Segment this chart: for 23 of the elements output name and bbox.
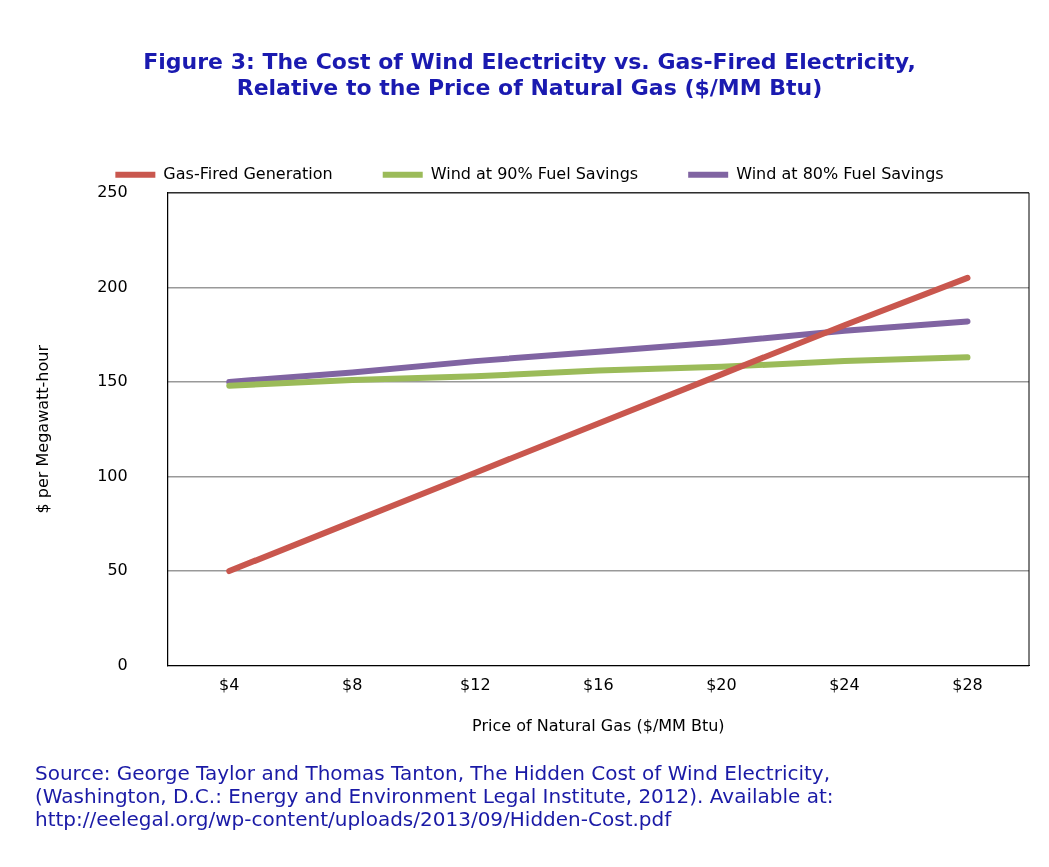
text: Relative to the Price of Natural Gas ($/MM Btu): [236, 75, 823, 101]
text: Figure 3: The Cost of Wind Electricity vs. Gas-Fired Electricity,: [143, 48, 916, 74]
x-tick-label: $24: [829, 675, 860, 695]
x-tick-label: $8: [342, 675, 363, 695]
y-tick-label: 50: [107, 560, 128, 580]
y-tick-label: 200: [97, 276, 128, 296]
legend-label: Gas-Fired Generation: [163, 163, 333, 183]
text: (Washington, D.C.: Energy and Environment Legal Institute, 2012). Available at:: [35, 784, 834, 808]
legend-label: Wind at 90% Fuel Savings: [430, 163, 639, 183]
x-tick-label: $28: [952, 675, 983, 695]
x-tick-label: $20: [706, 675, 737, 695]
x-tick-label: $12: [460, 675, 491, 695]
y-axis-title: $ per Megawatt-hour: [32, 344, 52, 514]
y-tick-label: 150: [97, 371, 128, 391]
x-tick-label: $4: [219, 675, 240, 695]
y-tick-label: 0: [117, 654, 128, 674]
text: http://eelegal.org/wp-content/uploads/2013/09/Hidden-Cost.pdf: [35, 807, 673, 831]
source-note: Source: George Taylor and Thomas Tanton, The Hidden Cost of Wind Electricity,: [35, 761, 832, 785]
y-tick-label: 100: [97, 465, 128, 485]
x-tick-label: $16: [583, 675, 614, 695]
y-tick-label: 250: [97, 181, 128, 201]
legend-label: Wind at 80% Fuel Savings: [736, 163, 944, 183]
x-axis-title: Price of Natural Gas ($/MM Btu): [472, 715, 725, 735]
